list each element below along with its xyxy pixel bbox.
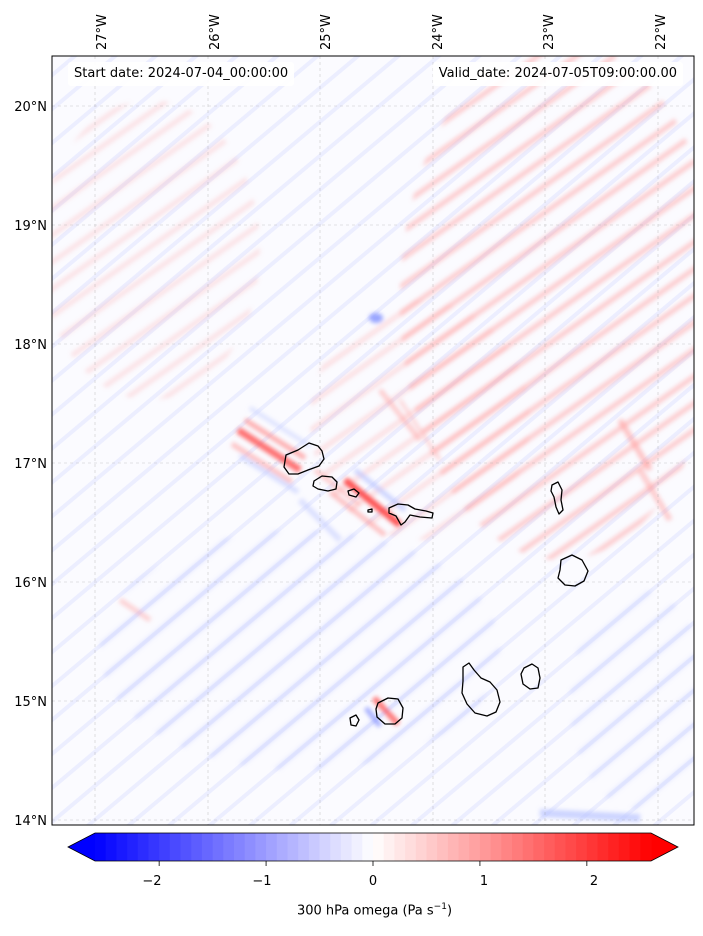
lon-label: 27°W [95,14,110,50]
colorbar-outline [67,832,679,862]
colorbar-step [255,833,267,861]
lat-label: 18°N [14,338,47,353]
colorbar-step [287,833,299,861]
start-date-label: Start date: 2024-07-04_00:00:00 [68,62,295,86]
colorbar-max-extend [651,833,678,861]
colorbar-step [618,833,631,861]
lat-label: 17°N [14,457,47,472]
colorbar-step [554,833,567,861]
island-sao-vicente [312,475,338,492]
colorbar-step [597,833,609,861]
lat-label: 14°N [14,814,47,829]
colorbar-step [159,833,171,861]
lon-label: 23°W [542,14,557,50]
colorbar-step [298,833,310,861]
island-brava [349,714,360,727]
lat-label: 20°N [14,100,47,115]
colorbar-step [426,833,438,861]
colorbar-step [169,833,182,861]
lon-label: 26°W [208,14,223,50]
valid-date-label: Valid_date: 2024-07-05T09:00:00.00 [432,62,683,86]
lat-label: 19°N [14,219,47,234]
colorbar-step [576,833,588,861]
island-fogo [375,697,404,725]
colorbar-step [244,833,256,861]
colorbar-step [373,833,385,861]
colorbar-step [586,833,599,861]
colorbar-tick-label: −2 [142,874,161,889]
colorbar-step [105,833,117,861]
colorbar-tick-label: 0 [369,874,377,889]
colorbar-step [319,833,331,861]
colorbar-step [469,833,481,861]
colorbar-step [234,833,246,861]
coastlines [283,442,589,727]
colorbar-title-text: 300 hPa omega (Pa s [296,903,434,919]
colorbar-step [522,833,534,861]
colorbar-step [137,833,150,861]
island-santiago [461,662,501,717]
map-plot-area [52,56,694,825]
colorbar-step [501,833,513,861]
colorbar-step [201,833,214,861]
island-boa-vista [557,554,589,587]
colorbar-title-exponent: −1 [433,902,447,912]
colorbar-step [95,833,107,861]
lat-label: 16°N [14,576,47,591]
colorbar-step [116,833,128,861]
colorbar-step [180,833,192,861]
colorbar: −2 −1 0 1 2 [67,832,679,889]
island-maio [520,663,541,690]
colorbar-tick-label: 2 [590,874,598,889]
colorbar-step [629,833,641,861]
colorbar-step [308,833,321,861]
island-sao-nicolau [388,503,434,526]
colorbar-min-extend [68,833,95,861]
colorbar-step [191,833,203,861]
colorbar-step [415,833,428,861]
colorbar-step [266,833,278,861]
colorbar-step [405,833,417,861]
colorbar-step [533,833,545,861]
colorbar-step [458,833,470,861]
island-santo-antao [283,442,325,475]
graticule [52,56,694,825]
colorbar-title-end: ) [446,903,453,919]
colorbar-step [383,833,395,861]
lon-label: 24°W [431,14,446,50]
colorbar-tick-label: 1 [480,874,488,889]
colorbar-step [490,833,502,861]
colorbar-step [330,833,342,861]
colorbar-step [640,833,652,861]
colorbar-tick-label: −1 [252,874,271,889]
lon-label: 22°W [654,14,669,50]
colorbar-step [223,833,235,861]
colorbar-step [276,833,289,861]
colorbar-step [212,833,224,861]
colorbar-step [608,833,620,861]
colorbar-step [351,833,363,861]
colorbar-step [565,833,577,861]
colorbar-title: 300 hPa omega (Pa s−1) [0,902,703,918]
map-frame [51,55,695,826]
colorbar-step [437,833,449,861]
colorbar-step [447,833,460,861]
island-sal [550,481,564,515]
lat-label: 15°N [14,695,47,710]
colorbar-step [512,833,524,861]
colorbar-step [127,833,139,861]
colorbar-step [394,833,406,861]
island-branco-raso [367,508,373,513]
colorbar-step [544,833,556,861]
longitude-labels: 27°W 26°W 25°W 24°W 23°W 22°W [95,14,669,50]
colorbar-step [148,833,160,861]
colorbar-step [362,833,374,861]
colorbar-step [340,833,353,861]
island-santa-luzia [347,488,360,498]
latitude-labels: 20°N 19°N 18°N 17°N 16°N 15°N 14°N [14,100,47,829]
colorbar-step [479,833,492,861]
lon-label: 25°W [319,14,334,50]
